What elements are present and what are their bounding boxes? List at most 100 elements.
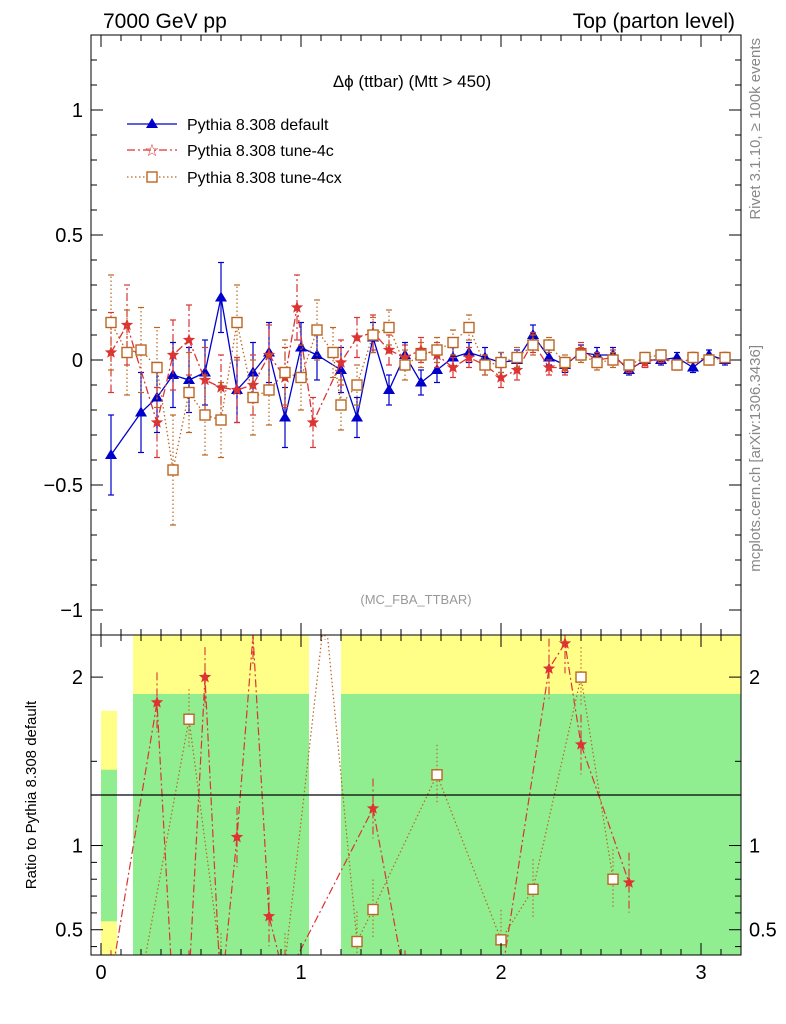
legend-label-tune4cx: Pythia 8.308 tune-4cx <box>187 170 342 187</box>
marker-tune4cx-point <box>607 354 619 366</box>
marker-default-point <box>543 351 555 362</box>
ratio-ytick-label-right: 1 <box>749 836 760 858</box>
ratio-marker-tune4cx-point <box>575 671 587 683</box>
ratio-marker-tune4cx-point <box>431 769 443 781</box>
marker-tune4cx-point <box>687 351 699 364</box>
ratio-band-green <box>213 693 229 955</box>
marker-tune4c-point <box>150 416 164 428</box>
ratio-ytick-label: 2 <box>72 667 83 689</box>
ratio-band-green <box>421 693 437 955</box>
marker-default-point <box>215 291 227 302</box>
ratio-band-green <box>261 693 277 955</box>
marker-tune4c-point <box>214 381 228 393</box>
marker-tune4cx-point <box>121 346 133 359</box>
marker-default-point <box>351 411 363 422</box>
legend-entry-tune4c: ☆ Pythia 8.308 tune-4c <box>127 141 334 161</box>
marker-tune4cx-point <box>151 361 163 374</box>
marker-tune4cx-point <box>351 379 363 391</box>
rivet-label: Rivet 3.1.10, ≥ 100k events <box>747 38 764 220</box>
main-ytick-label: −0.5 <box>44 475 83 497</box>
ratio-marker-tune4cx-point <box>607 873 619 885</box>
ratio-frame <box>90 634 742 956</box>
series-tune4cx <box>105 274 731 526</box>
ratio-marker-tune4c-point <box>622 876 636 888</box>
ratio-marker-tune4cx-point <box>367 903 379 916</box>
ratio-band-green <box>389 693 405 955</box>
ratio-band-green <box>725 693 741 955</box>
legend-label-default: Pythia 8.308 default <box>187 117 329 134</box>
marker-tune4cx-point <box>105 316 117 329</box>
marker-default-point <box>671 351 683 362</box>
marker-tune4cx-point <box>591 356 603 369</box>
ratio-series-tune4cx <box>140 635 619 955</box>
ratio-marker-tune4cx-point <box>351 935 363 948</box>
ratio-band-green <box>677 693 693 955</box>
marker-tune4c-point <box>334 356 348 368</box>
main-data-marks <box>104 261 732 526</box>
marker-tune4c-point <box>462 351 476 363</box>
ratio-band-green <box>197 693 213 955</box>
series-tune4c <box>104 274 732 459</box>
marker-tune4cx-point <box>263 384 275 396</box>
ratio-band-green <box>549 693 565 955</box>
ratio-band-green <box>453 693 469 955</box>
marker-tune4cx-point <box>327 346 339 359</box>
marker-tune4cx-point <box>495 356 507 369</box>
marker-tune4cx-point <box>703 354 715 366</box>
ratio-line-tune4c <box>114 635 630 955</box>
marker-tune4cx-point <box>463 321 475 334</box>
marker-tune4cx-point <box>167 464 179 476</box>
ratio-xtick-label: 1 <box>295 962 306 984</box>
ratio-band-green <box>629 693 645 955</box>
ratio-xtick-label: 2 <box>495 962 506 984</box>
marker-default-point <box>687 361 699 372</box>
marker-default-point <box>135 406 147 417</box>
series-line-tune4cx <box>110 322 726 471</box>
marker-default-point <box>431 364 443 374</box>
ratio-band-green <box>501 693 517 955</box>
ratio-marker-tune4cx-point <box>527 883 539 896</box>
marker-tune4cx-point <box>655 349 667 361</box>
marker-tune4cx-point <box>311 324 323 336</box>
marker-tune4cx-point <box>247 391 259 404</box>
marker-tune4cx-point <box>719 351 731 364</box>
legend-label-tune4c: Pythia 8.308 tune-4c <box>187 143 334 160</box>
marker-default-point <box>415 376 427 387</box>
header-right: Top (parton level) <box>573 10 735 33</box>
marker-tune4c-point <box>104 346 118 358</box>
ratio-band-green <box>693 693 709 955</box>
marker-tune4c-point <box>198 373 212 386</box>
main-ytick-label: 0 <box>72 350 83 372</box>
legend-entry-default: Pythia 8.308 default <box>127 117 329 134</box>
marker-tune4cx-point <box>215 414 227 426</box>
marker-tune4cx-point <box>447 336 459 349</box>
main-ytick-label: 0.5 <box>55 225 83 247</box>
ratio-band-green <box>709 693 725 955</box>
ratio-marker-tune4c-point <box>198 670 212 683</box>
ratio-x-axis: 0 1 2 3 <box>95 635 722 984</box>
main-y-axis: −1 −0.5 0 0.5 1 <box>44 34 741 636</box>
marker-tune4cx-point <box>183 386 195 399</box>
ratio-band-green <box>533 693 549 955</box>
mcplots-label: mcplots.cern.ch [arXiv:1306.3436] <box>747 345 764 572</box>
legend-marker-star: ☆ <box>144 141 159 161</box>
ratio-band-green <box>405 693 421 955</box>
marker-tune4cx-point <box>511 351 523 364</box>
ratio-band-green <box>245 693 261 955</box>
marker-default-point <box>295 341 307 352</box>
ratio-panel: 0.5 0.5 1 1 2 2 0 1 2 3 Ratio to Pythia 8.308 de… <box>23 634 777 984</box>
ratio-band-green <box>565 693 581 955</box>
ratio-xtick-label: 3 <box>695 962 706 984</box>
ratio-ytick-label-right: 0.5 <box>749 920 777 942</box>
ratio-band-green <box>469 693 485 955</box>
ratio-band-green <box>101 769 117 922</box>
main-title: Δϕ (ttbar) (Mtt > 450) <box>333 72 491 91</box>
ratio-band-green <box>485 693 501 955</box>
ratio-band-green <box>133 693 149 955</box>
ratio-marker-tune4c-point <box>262 909 276 922</box>
marker-tune4cx-point <box>559 356 571 369</box>
ratio-band-green <box>645 693 661 955</box>
ratio-band-green <box>181 693 197 955</box>
marker-tune4cx-point <box>415 349 427 361</box>
